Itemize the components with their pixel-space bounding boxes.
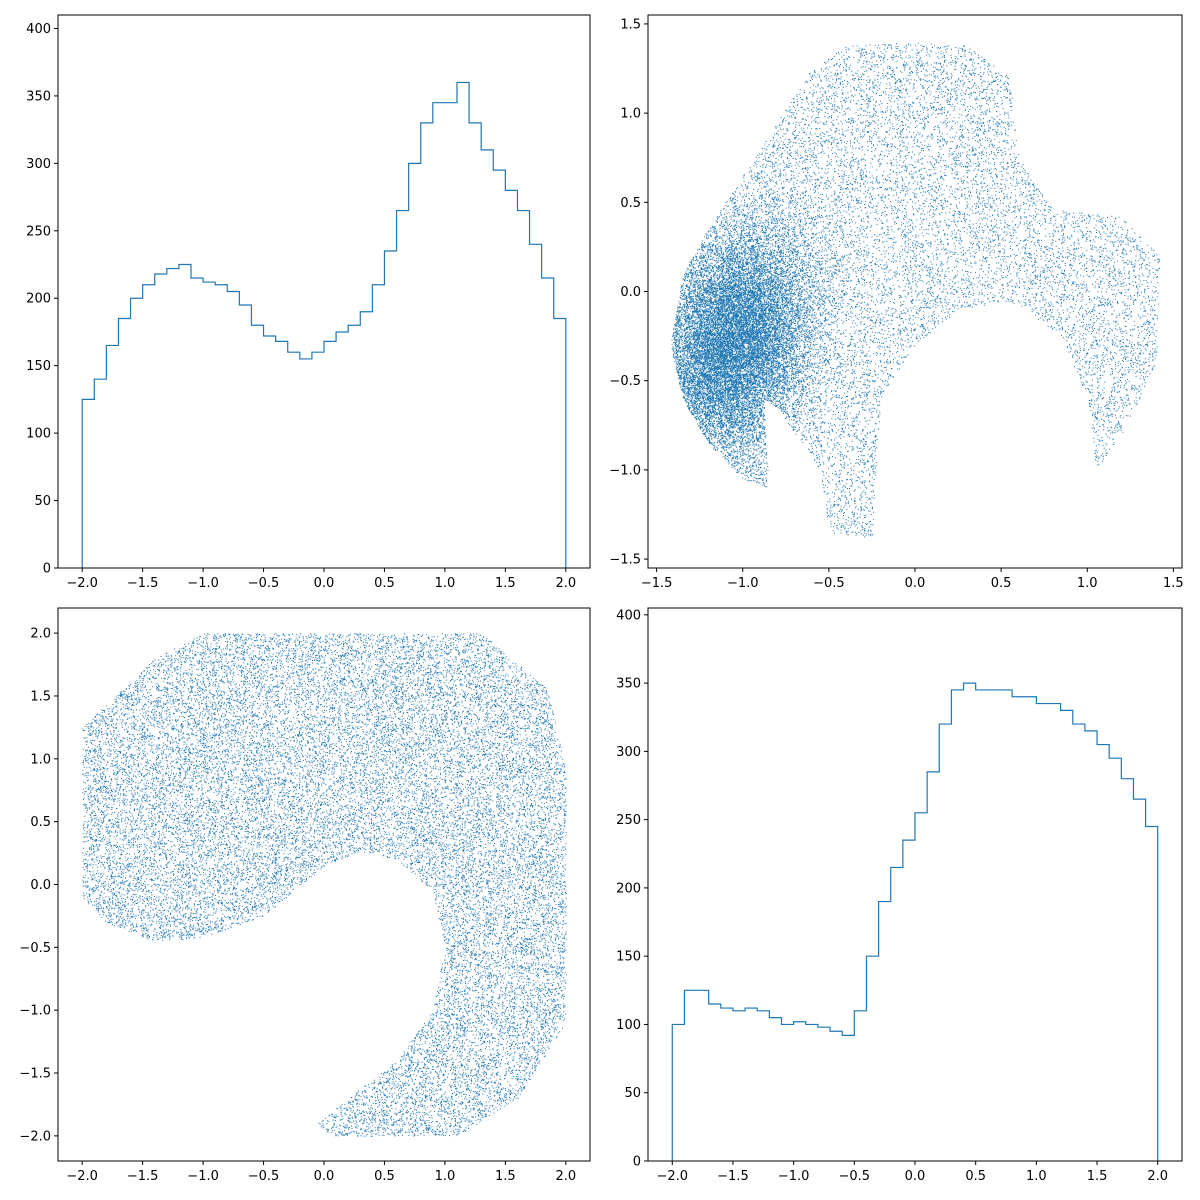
x-tick-label: −1.5 [127,1169,159,1184]
x-tick-label: 1.0 [435,576,456,591]
y-tick-label: 150 [26,359,51,374]
x-tick-label: −1.0 [727,576,759,591]
x-tick-label: −1.5 [641,576,673,591]
y-tick-label: 400 [26,22,51,37]
y-tick-label: −2.0 [19,1129,51,1144]
x-tick-label: 1.5 [495,576,516,591]
x-tick-label: 0.5 [965,1169,986,1184]
y-tick-label: 350 [26,89,51,104]
y-tick-label: −1.0 [609,463,641,478]
x-tick-label: −0.5 [248,1169,280,1184]
y-tick-label: 200 [26,292,51,307]
axes-frame [647,14,1183,569]
x-tick-label: 0.5 [374,576,395,591]
x-tick-label: 2.0 [1147,1169,1168,1184]
y-tick-label: 250 [616,813,641,828]
x-tick-label: 1.5 [1087,1169,1108,1184]
y-tick-label: 300 [616,745,641,760]
x-tick-label: 0.5 [991,576,1012,591]
x-tick-label: 2.0 [555,1169,576,1184]
histogram-panel-top-left: −2.0 −1.5 −1.0 −0.5 0.0 0.5 1.0 1.5 2.0 0 50 100 150… [26,14,591,591]
x-tick-label: −1.5 [717,1169,749,1184]
x-tick-label: −1.0 [187,576,219,591]
histogram-step-line [671,682,1159,1161]
x-tick-label: 0.5 [374,1169,395,1184]
x-tick-label: −0.5 [839,1169,871,1184]
x-tick-label: −2.0 [66,576,98,591]
y-tick-label: 300 [26,157,51,172]
y-tick-label: −0.5 [609,374,641,389]
y-tick-label: 250 [26,224,51,239]
x-tick-label: 1.5 [1163,576,1184,591]
x-tick-label: −1.5 [127,576,159,591]
x-tick-label: −0.5 [248,576,280,591]
y-tick-label: 200 [616,881,641,896]
y-tick-label: 1.0 [30,752,51,767]
y-tick-label: −1.5 [609,553,641,568]
y-tick-label: 400 [616,608,641,623]
y-tick-label: 2.0 [30,627,51,642]
x-tick-label: 1.0 [1077,576,1098,591]
y-tick-label: 1.5 [620,17,641,32]
y-tick-label: 150 [616,950,641,965]
histogram-panel-bottom-right: −2.0 −1.5 −1.0 −0.5 0.0 0.5 1.0 1.5 2.0 0 50 100 150… [616,607,1183,1184]
scatter-points [82,633,567,1137]
y-tick-label: 350 [616,677,641,692]
y-tick-label: 0 [633,1155,641,1170]
axes-frame [57,14,591,569]
x-tick-label: 0.0 [314,576,335,591]
y-tick-label: 50 [34,494,51,509]
scatter-panel-bottom-left: −2.0 −1.5 −1.0 −0.5 0.0 0.5 1.0 1.5 2.0 −2.0 −1.5 −… [19,607,591,1184]
y-tick-label: 1.0 [620,107,641,122]
y-tick-label: 0 [43,562,51,577]
x-tick-label: 0.0 [905,1169,926,1184]
x-tick-label: 0.0 [314,1169,335,1184]
x-tick-label: 1.5 [495,1169,516,1184]
y-tick-label: 50 [624,1086,641,1101]
axes-frame [57,607,591,1162]
y-tick-label: −1.0 [19,1004,51,1019]
y-tick-label: 0.0 [30,878,51,893]
y-tick-label: 1.5 [30,689,51,704]
y-tick-label: −1.5 [19,1067,51,1082]
x-tick-label: −2.0 [66,1169,98,1184]
x-tick-label: 1.0 [435,1169,456,1184]
x-tick-label: −0.5 [813,576,845,591]
y-tick-label: 100 [616,1018,641,1033]
x-tick-label: 2.0 [555,576,576,591]
scatter-panel-top-right: −1.5 −1.0 −0.5 0.0 0.5 1.0 1.5 −1.5 −1.0 −0.5 0.0 0… [609,14,1184,591]
y-tick-label: 0.0 [620,285,641,300]
histogram-step-line [81,81,567,568]
x-tick-label: −1.0 [778,1169,810,1184]
y-tick-label: 0.5 [620,196,641,211]
x-tick-label: 1.0 [1026,1169,1047,1184]
y-tick-label: 100 [26,427,51,442]
y-tick-label: 0.5 [30,815,51,830]
x-tick-label: 0.0 [905,576,926,591]
axes-frame [647,607,1183,1162]
x-tick-label: −2.0 [656,1169,688,1184]
y-tick-label: −0.5 [19,941,51,956]
x-tick-label: −1.0 [187,1169,219,1184]
